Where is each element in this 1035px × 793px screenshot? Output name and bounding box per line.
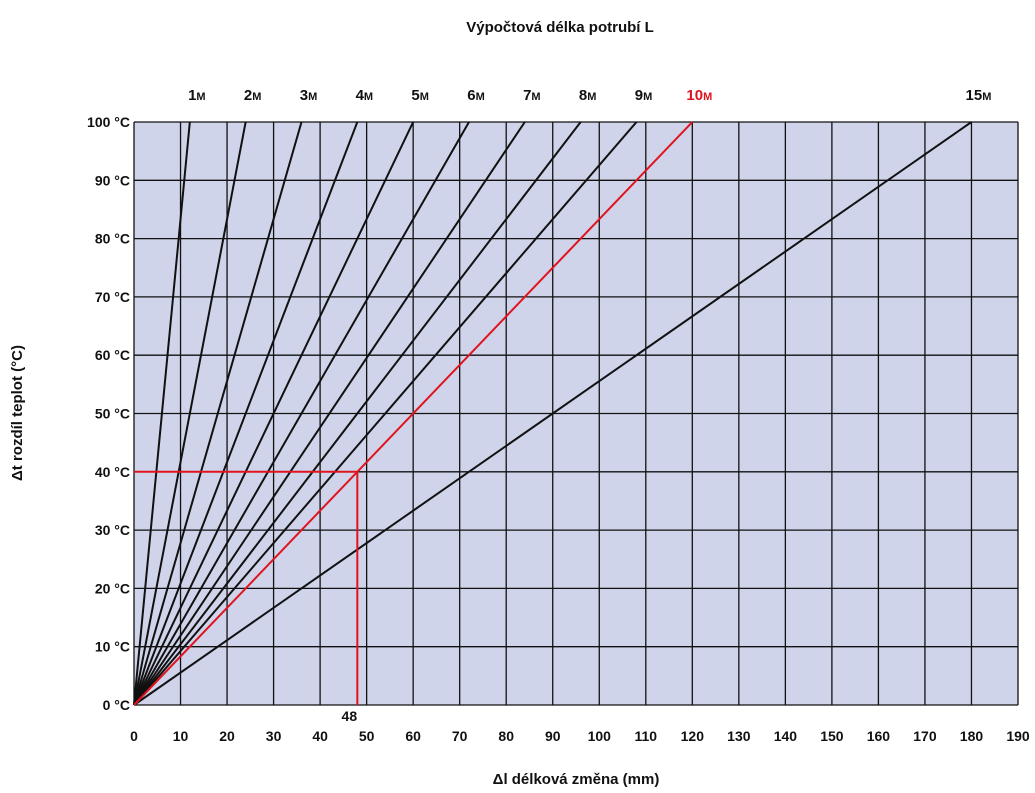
y-tick-label: 70 °C bbox=[95, 289, 130, 305]
y-tick-label: 100 °C bbox=[87, 114, 130, 130]
y-tick-label: 40 °C bbox=[95, 464, 130, 480]
length-label-5m: 5M bbox=[411, 87, 429, 104]
x-tick-label: 80 bbox=[498, 728, 514, 744]
series-line-15m bbox=[133, 121, 973, 706]
length-labels: 1M 2M 3M 4M 5M 6M 7M 8M 9M 10M 15M bbox=[188, 87, 991, 104]
length-label-8m: 8M bbox=[579, 87, 597, 104]
x-tick-label: 30 bbox=[266, 728, 282, 744]
length-label-10m: 10M bbox=[686, 87, 712, 104]
x-axis-label: Δl délková změna (mm) bbox=[493, 771, 660, 788]
y-tick-label: 0 °C bbox=[103, 697, 130, 713]
series-line-2m bbox=[133, 121, 247, 706]
x-tick-labels: 0 10 20 30 40 50 60 70 80 90 100 110 120 130 140 150 160… bbox=[130, 728, 1030, 744]
length-label-3m: 3M bbox=[300, 87, 318, 104]
x-tick-label: 170 bbox=[913, 728, 937, 744]
x-tick-label: 90 bbox=[545, 728, 561, 744]
y-tick-label: 50 °C bbox=[95, 406, 130, 422]
y-tick-label: 30 °C bbox=[95, 522, 130, 538]
y-tick-label: 80 °C bbox=[95, 231, 130, 247]
x-tick-label: 20 bbox=[219, 728, 235, 744]
highlight-x-value-label: 48 bbox=[342, 708, 358, 724]
y-tick-label: 90 °C bbox=[95, 172, 130, 188]
length-label-9m: 9M bbox=[635, 87, 653, 104]
x-tick-label: 140 bbox=[774, 728, 798, 744]
series-line-4m bbox=[133, 121, 359, 706]
series-line-1m bbox=[133, 121, 191, 706]
length-label-1m: 1M bbox=[188, 87, 206, 104]
length-label-15m: 15M bbox=[966, 87, 992, 104]
series-line-5m bbox=[133, 121, 415, 706]
y-axis-label: Δt rozdíl teplot (°C) bbox=[9, 345, 26, 481]
annotations: 48 bbox=[134, 470, 359, 724]
y-tick-label: 20 °C bbox=[95, 580, 130, 596]
x-tick-label: 110 bbox=[634, 728, 657, 744]
y-tick-label: 10 °C bbox=[95, 639, 130, 655]
length-label-4m: 4M bbox=[356, 87, 374, 104]
x-tick-label: 70 bbox=[452, 728, 468, 744]
series-line-6m bbox=[133, 121, 470, 706]
y-tick-label: 60 °C bbox=[95, 347, 130, 363]
x-tick-label: 100 bbox=[588, 728, 612, 744]
chart-title: Výpočtová délka potrubí L bbox=[466, 19, 654, 36]
y-tick-labels: 0 °C 10 °C 20 °C 30 °C 40 °C 50 °C 60 °C 70 °C 8… bbox=[87, 114, 130, 713]
x-tick-label: 130 bbox=[727, 728, 751, 744]
x-tick-label: 150 bbox=[820, 728, 844, 744]
length-label-6m: 6M bbox=[467, 87, 485, 104]
series-line-10m bbox=[133, 121, 694, 706]
length-label-7m: 7M bbox=[523, 87, 541, 104]
series-line-3m bbox=[133, 121, 303, 706]
series-line-8m bbox=[133, 121, 582, 706]
length-label-2m: 2M bbox=[244, 87, 262, 104]
x-tick-label: 0 bbox=[130, 728, 138, 744]
series-lines bbox=[133, 121, 973, 706]
x-tick-label: 160 bbox=[867, 728, 891, 744]
x-tick-label: 180 bbox=[960, 728, 984, 744]
x-tick-label: 60 bbox=[405, 728, 421, 744]
x-tick-label: 10 bbox=[173, 728, 189, 744]
x-tick-label: 50 bbox=[359, 728, 375, 744]
series-line-9m bbox=[133, 121, 638, 706]
x-tick-label: 190 bbox=[1006, 728, 1030, 744]
x-tick-label: 120 bbox=[681, 728, 705, 744]
series-line-7m bbox=[133, 121, 526, 706]
x-tick-label: 40 bbox=[312, 728, 328, 744]
